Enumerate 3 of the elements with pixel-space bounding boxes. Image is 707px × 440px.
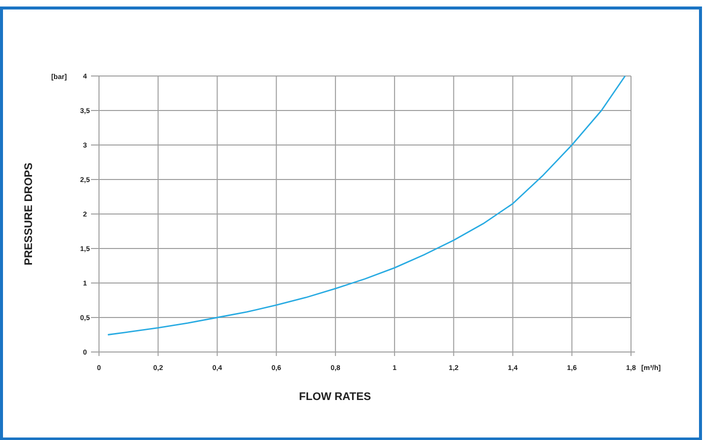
- line-series: [107, 75, 626, 336]
- y-axis-title: PRESSURE DROPS: [23, 162, 35, 266]
- x-axis-title: FLOW RATES: [299, 391, 371, 403]
